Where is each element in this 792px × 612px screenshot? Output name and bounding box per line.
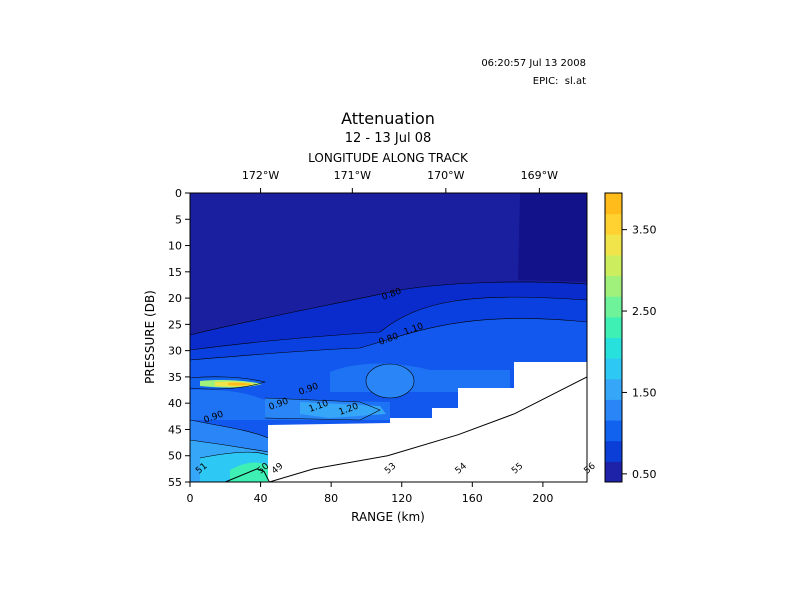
colorbar-segment (605, 234, 622, 256)
colorbar-segment (605, 420, 622, 442)
attenuation-field (190, 193, 587, 482)
x-tick-label: 40 (254, 492, 268, 505)
y-tick-label: 40 (168, 397, 182, 410)
top-axis: 172°W 171°W 170°W 169°W (242, 169, 558, 193)
colorbar-tick-label: 0.50 (632, 468, 657, 481)
x-tick-label: 160 (462, 492, 483, 505)
top-axis-label: LONGITUDE ALONG TRACK (308, 151, 468, 165)
y-tick-label: 0 (175, 187, 182, 200)
top-tick-label: 171°W (334, 169, 371, 182)
y-tick-label: 20 (168, 292, 182, 305)
x-axis-label: RANGE (km) (351, 510, 425, 524)
colorbar-segment (605, 461, 622, 483)
colorbar-tick-label: 2.50 (632, 305, 657, 318)
colorbar-segment (605, 378, 622, 400)
y-tick-label: 25 (168, 318, 182, 331)
y-tick-label: 10 (168, 240, 182, 253)
bottom-depth-polyline (225, 376, 587, 482)
colorbar-segment (605, 316, 622, 338)
timestamp: 06:20:57 Jul 13 2008 (481, 58, 586, 69)
chart-subtitle: 12 - 13 Jul 08 (344, 131, 432, 146)
chart-title: Attenuation (341, 109, 435, 128)
y-tick-label: 5 (175, 213, 182, 226)
colorbar-frame (604, 192, 623, 483)
x-tick-label: 200 (532, 492, 553, 505)
colorbar-segment (605, 440, 622, 462)
colorbar: 3.50 2.50 1.50 0.50 (604, 192, 657, 483)
epic-file-line: EPIC: sl.at (400, 76, 586, 87)
epic-file: sl.at (564, 76, 586, 87)
y-tick-label: 15 (168, 266, 182, 279)
colorbar-tick-label: 3.50 (632, 224, 657, 237)
colorbar-segment (605, 275, 622, 297)
bottom-depth-line (225, 376, 587, 482)
x-tick-label: 120 (391, 492, 412, 505)
y-tick-label: 30 (168, 345, 182, 358)
colorbar-segment (605, 399, 622, 421)
colorbar-segment (605, 296, 622, 318)
colorbar-segment (605, 358, 622, 380)
epic-label: EPIC: (532, 76, 559, 87)
colorbar-segment (605, 254, 622, 277)
y-tick-label: 55 (168, 476, 182, 489)
top-tick-label: 169°W (521, 169, 558, 182)
x-tick-label: 80 (324, 492, 338, 505)
colorbar-segment (605, 337, 622, 359)
x-axis: 0 40 80 120 160 200 (187, 482, 553, 505)
top-tick-label: 170°W (427, 169, 464, 182)
y-tick-label: 45 (168, 423, 182, 436)
y-tick-label: 50 (168, 450, 182, 463)
colorbar-tick-label: 1.50 (632, 386, 657, 399)
y-tick-label: 35 (168, 371, 182, 384)
x-tick-label: 0 (187, 492, 194, 505)
colorbar-segment (605, 213, 622, 235)
top-tick-label: 172°W (242, 169, 279, 182)
y-axis: 0 5 10 15 20 25 30 35 40 45 50 55 (168, 187, 190, 489)
colorbar-segment (605, 193, 622, 215)
